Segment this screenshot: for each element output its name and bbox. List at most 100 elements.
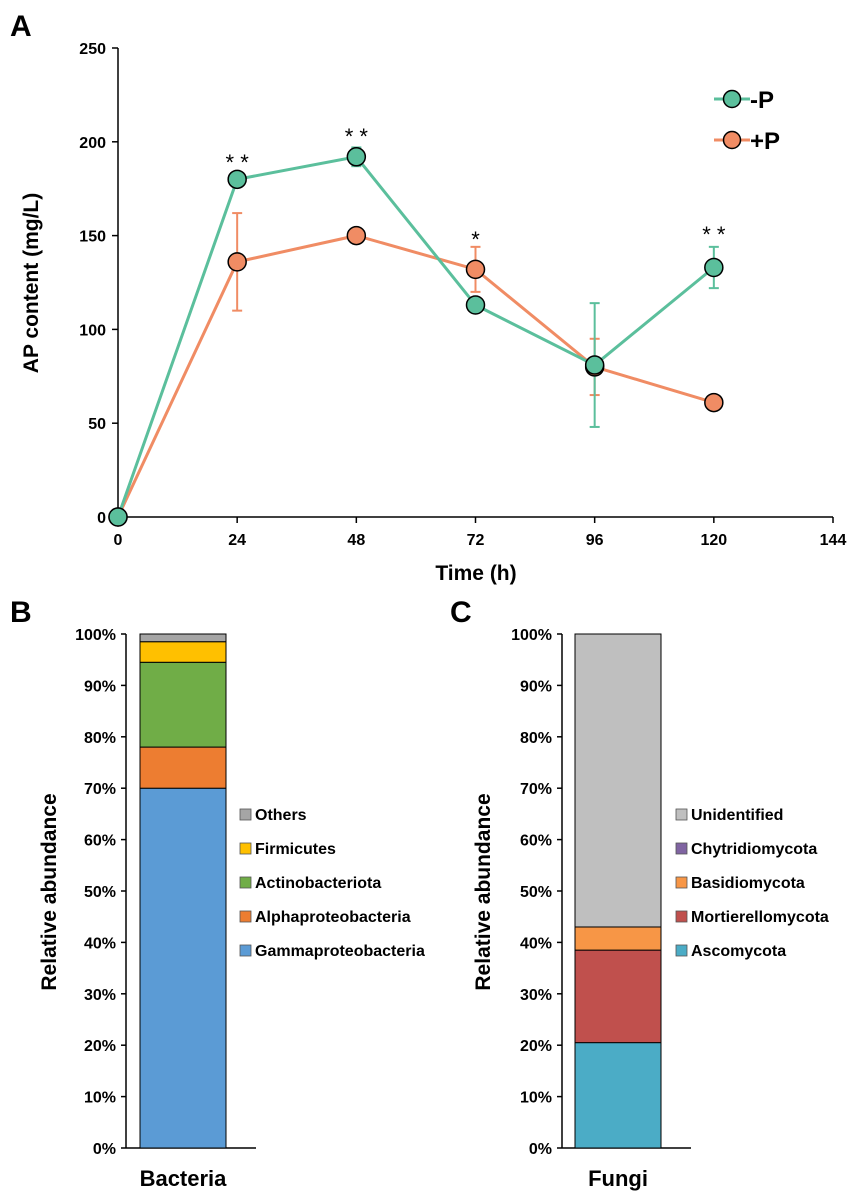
y-tick-label: 40%: [520, 935, 552, 952]
series-line-plus-p: [116, 234, 715, 518]
x-tick-label: 72: [467, 532, 485, 549]
x-tick-label: 24: [228, 532, 246, 549]
y-tick-label: 50: [88, 416, 106, 433]
bar-segment-ascomycota: [574, 1042, 662, 1149]
legend-swatch-mortierellomycota: [675, 910, 688, 923]
y-tick-label: 60%: [520, 833, 552, 850]
legend-swatch-gammaproteobacteria: [239, 944, 252, 957]
y-tick-label: 20%: [84, 1038, 116, 1055]
bar-segment-alphaproteobacteria: [139, 746, 227, 789]
y-tick-label: 70%: [84, 781, 116, 798]
legend-label-firmicutes: Firmicutes: [255, 841, 336, 858]
y-tick-label: 30%: [520, 987, 552, 1004]
legend-swatch-actinobacteriota: [239, 876, 252, 889]
y-tick-label: 60%: [84, 833, 116, 850]
panel-a: A AP content (mg/L) Time (h) 0 50 100 150 20…: [10, 10, 846, 585]
panel-a-y-ticks: 0 50 100 150 200 250: [79, 41, 118, 527]
y-tick-label: 100: [79, 322, 106, 339]
x-tick-label: 120: [700, 532, 727, 549]
series-line-minus-p: [116, 155, 715, 518]
legend-swatch-chytridiomycota: [675, 842, 688, 855]
legend-label-others: Others: [255, 807, 307, 824]
bar-segment-unidentified: [574, 633, 662, 928]
significance-marker: * *: [226, 150, 250, 175]
panel-c: C Relative abundance 0% 10% 20% 30% 40% 50% 60…: [450, 596, 829, 1191]
panel-c-content: 0% 10% 20% 30% 40% 50% 60% 70% 80% 90% 100% Fungi Un…: [511, 627, 829, 1191]
y-tick-label: 0%: [93, 1141, 116, 1158]
y-tick-label: 0: [97, 510, 106, 527]
legend-minus-p-marker: [722, 89, 742, 109]
bar-segment-basidiomycota: [574, 926, 662, 951]
significance-marker: * *: [345, 124, 369, 149]
x-tick-label: 144: [820, 532, 847, 549]
panel-a-significance: * * * * * * *: [226, 124, 726, 252]
y-tick-label: 50%: [84, 884, 116, 901]
data-point-minus-p: [704, 257, 724, 278]
data-point-minus-p: [227, 169, 247, 190]
y-tick-label: 10%: [520, 1090, 552, 1107]
legend-label-alphaproteobacteria: Alphaproteobacteria: [255, 909, 411, 926]
legend-label-ascomycota: Ascomycota: [691, 943, 786, 960]
y-tick-label: 200: [79, 135, 106, 152]
bar-segment-mortierellomycota: [574, 949, 662, 1044]
data-point-plus-p: [704, 392, 724, 413]
y-tick-label: 50%: [520, 884, 552, 901]
y-tick-label: 70%: [520, 781, 552, 798]
legend-swatch-firmicutes: [239, 842, 252, 855]
legend-swatch-alphaproteobacteria: [239, 910, 252, 923]
x-tick-label: 96: [586, 532, 604, 549]
category-label: Bacteria: [140, 1166, 228, 1191]
panel-b-y-axis-title: Relative abundance: [38, 793, 61, 990]
legend-swatch-others: [239, 808, 252, 821]
data-point-minus-p: [346, 147, 367, 167]
panel-c-y-axis-title: Relative abundance: [472, 793, 495, 990]
data-point-plus-p: [346, 225, 367, 246]
legend-label-chytridiomycota: Chytridiomycota: [691, 841, 817, 858]
panel-a-legend: -P +P: [714, 87, 780, 155]
legend-label-unidentified: Unidentified: [691, 807, 783, 824]
data-point-minus-p: [465, 295, 486, 315]
bar-segment-actinobacteriota: [139, 661, 227, 748]
data-point-plus-p: [465, 259, 486, 280]
legend-minus-p-label: -P: [750, 87, 774, 114]
data-point-plus-p: [227, 252, 247, 272]
bar-segment-firmicutes: [139, 641, 227, 663]
y-tick-label: 80%: [520, 730, 552, 747]
x-tick-label: 0: [114, 532, 123, 549]
panel-a-y-axis-title: AP content (mg/L): [20, 193, 43, 373]
y-tick-label: 90%: [84, 678, 116, 695]
panel-a-letter: A: [10, 10, 32, 43]
panel-b-content: 0% 10% 20% 30% 40% 50% 60% 70% 80% 90% 100% Bacteri…: [75, 627, 425, 1191]
panel-a-x-axis-title: Time (h): [435, 562, 516, 585]
y-tick-label: 100%: [75, 627, 116, 644]
legend-swatch-unidentified: [675, 808, 688, 821]
legend-label-gammaproteobacteria: Gammaproteobacteria: [255, 943, 425, 960]
y-tick-label: 10%: [84, 1090, 116, 1107]
legend-label-basidiomycota: Basidiomycota: [691, 875, 805, 892]
panel-a-x-ticks: 0 24 48 72 96 120 144: [114, 517, 847, 549]
panel-a-series: [108, 146, 724, 527]
y-tick-label: 150: [79, 229, 106, 246]
significance-marker: * *: [702, 222, 726, 247]
significance-marker: *: [471, 227, 480, 252]
data-point-minus-p: [584, 355, 605, 375]
legend-label-actinobacteriota: Actinobacteriota: [255, 875, 381, 892]
y-tick-label: 90%: [520, 678, 552, 695]
y-tick-label: 20%: [520, 1038, 552, 1055]
data-point-minus-p: [108, 507, 128, 527]
category-label: Fungi: [588, 1166, 648, 1191]
panel-b: B Relative abundance 0% 10% 20% 30% 40% 50% 60…: [10, 596, 425, 1191]
y-tick-label: 30%: [84, 987, 116, 1004]
legend-swatch-ascomycota: [675, 944, 688, 957]
panel-b-letter: B: [10, 596, 32, 629]
bar-segment-gammaproteobacteria: [139, 787, 227, 1149]
y-tick-label: 40%: [84, 935, 116, 952]
y-tick-label: 100%: [511, 627, 552, 644]
x-tick-label: 48: [347, 532, 365, 549]
panel-c-letter: C: [450, 596, 472, 629]
legend-swatch-basidiomycota: [675, 876, 688, 889]
y-tick-label: 0%: [529, 1141, 552, 1158]
y-tick-label: 80%: [84, 730, 116, 747]
bar-segment-others: [139, 633, 227, 643]
